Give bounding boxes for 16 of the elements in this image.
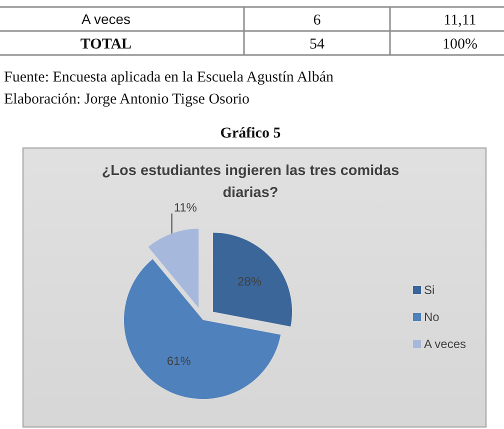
legend-label: A veces bbox=[424, 337, 466, 352]
data-label: 28% bbox=[238, 274, 262, 289]
data-label: 11,11 bbox=[444, 12, 476, 28]
chart-title: ¿Los estudiantes ingieren las tres comidas diarias? bbox=[102, 163, 400, 202]
category-label: A veces bbox=[81, 10, 131, 27]
legend-label: No bbox=[424, 310, 440, 324]
legend-label: Si bbox=[424, 283, 435, 298]
text: Elaboración: Jorge Antonio Tigse Osorio bbox=[4, 91, 250, 108]
data-label: 6 bbox=[313, 12, 322, 28]
category-label: TOTAL bbox=[80, 36, 132, 52]
data-label: 61% bbox=[166, 354, 192, 368]
data-label: 54 bbox=[310, 36, 325, 52]
data-label: 11% bbox=[174, 200, 198, 215]
data-label: 100% bbox=[442, 36, 478, 52]
text: Gráfico 5 bbox=[220, 125, 281, 142]
source-note: Fuente: Encuesta aplicada en la Escuela Agustín Albán bbox=[4, 69, 334, 86]
